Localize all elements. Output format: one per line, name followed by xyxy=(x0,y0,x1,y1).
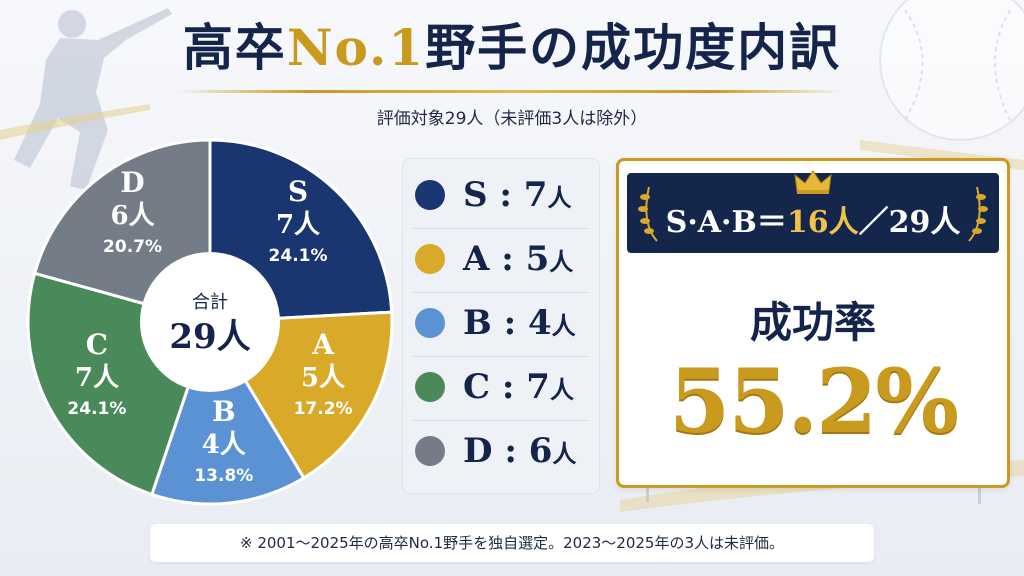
pie-label-b: B4人 13.8% xyxy=(194,395,253,486)
legend-value-a: 5 xyxy=(525,239,550,279)
legend-item-s: S : 7人 xyxy=(403,167,599,223)
legend-dot-d xyxy=(415,436,445,466)
legend-label-c: C xyxy=(463,367,491,407)
subtitle: 評価対象29人（未評価3人は除外） xyxy=(376,109,648,129)
pie-slice-count: 4人 xyxy=(202,430,246,460)
pie-slice-percent: 17.2% xyxy=(294,399,353,419)
pie-slice-grade: D xyxy=(120,166,144,199)
pie-slice-count: 7人 xyxy=(75,363,119,393)
pie-label-s: S7人 24.1% xyxy=(269,175,328,266)
pie-slice-percent: 13.8% xyxy=(194,466,253,486)
pie-slice-grade: C xyxy=(86,328,108,361)
legend-divider xyxy=(413,356,589,357)
legend-label-a: A xyxy=(463,239,490,279)
success-rate-value: 55.2% xyxy=(669,349,959,453)
legend-value-s: 7 xyxy=(523,175,548,215)
pie-label-c: C7人 24.1% xyxy=(67,328,126,419)
laurel-right-icon xyxy=(968,186,988,242)
pie-slice-percent: 24.1% xyxy=(67,399,126,419)
success-rate-card: S·A·B＝16人／29人 成功率 55.2% xyxy=(616,158,1010,488)
pie-label-a: A5人 17.2% xyxy=(294,328,353,419)
legend-value-c: 7 xyxy=(526,367,550,407)
legend-dot-a xyxy=(415,244,445,274)
success-rate-label: 成功率 xyxy=(749,298,876,347)
legend-divider xyxy=(413,292,589,293)
pie-chart: S7人24.1%A5人17.2%B4人13.8%C7人24.1%D6人20.7%… xyxy=(26,138,394,506)
pie-slice-count: 5人 xyxy=(301,363,345,393)
summary-banner-text: S·A·B＝16人／29人 xyxy=(665,205,961,240)
pie-center-hole xyxy=(140,252,280,392)
pie-slice-percent: 24.1% xyxy=(269,246,328,266)
legend-item-a: A : 5人 xyxy=(403,231,599,287)
title-underline xyxy=(175,90,845,93)
legend-label-s: S xyxy=(463,175,488,215)
legend-item-b: B : 4人 xyxy=(403,295,599,351)
legend-label-d: D xyxy=(463,431,493,471)
legend-divider xyxy=(413,228,589,229)
legend-divider xyxy=(413,420,589,421)
pie-slice-count: 6人 xyxy=(110,201,154,231)
pie-slice-grade: A xyxy=(311,328,335,361)
laurel-left-icon xyxy=(638,186,658,242)
legend-dot-c xyxy=(415,372,445,402)
summary-banner: S·A·B＝16人／29人 xyxy=(627,170,999,253)
legend-value-d: 6 xyxy=(528,431,553,471)
pie-slice-b xyxy=(149,318,306,506)
footnote: ※ 2001〜2025年の高卒No.1野手を独自選定。2023〜2025年の3人… xyxy=(150,524,874,562)
page-title: 高卒No.1野手の成功度内訳 xyxy=(182,18,842,77)
pie-center-label: 合計 xyxy=(192,292,228,313)
legend-dot-s xyxy=(415,180,445,210)
legend-label-b: B xyxy=(463,303,492,343)
crown-icon xyxy=(794,170,832,194)
legend-item-d: D : 6人 xyxy=(403,423,599,479)
legend-panel: S : 7人 A : 5人 B : 4人 C : 7人 D : 6人 xyxy=(402,158,600,494)
legend-value-b: 4 xyxy=(527,303,552,343)
pie-slice-count: 7人 xyxy=(276,210,320,240)
legend-item-c: C : 7人 xyxy=(403,359,599,415)
legend-dot-b xyxy=(415,308,445,338)
pie-slice-grade: B xyxy=(212,395,236,428)
pie-slice-percent: 20.7% xyxy=(103,237,162,257)
pie-label-d: D6人 20.7% xyxy=(103,166,162,257)
pie-center-value: 29人 xyxy=(169,317,250,357)
pie-slice-grade: S xyxy=(288,175,308,208)
